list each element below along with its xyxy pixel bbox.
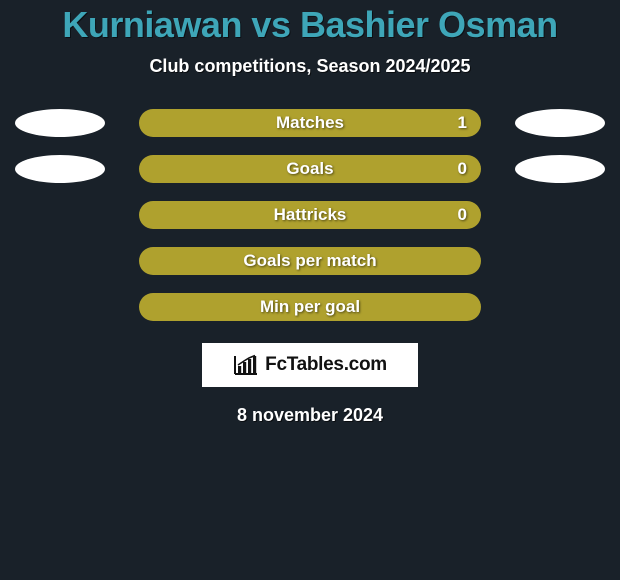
stat-label: Hattricks bbox=[274, 205, 347, 225]
stat-bar: Matches 1 bbox=[139, 109, 481, 137]
stat-label: Goals per match bbox=[243, 251, 376, 271]
chart-icon bbox=[233, 354, 259, 376]
stat-row: Goals 0 bbox=[0, 155, 620, 183]
stat-label: Min per goal bbox=[260, 297, 360, 317]
stat-row: Goals per match bbox=[0, 247, 620, 275]
stat-label: Goals bbox=[286, 159, 333, 179]
ellipse-left bbox=[15, 155, 105, 183]
stat-bar: Goals per match bbox=[139, 247, 481, 275]
ellipse-left bbox=[15, 109, 105, 137]
stat-row: Min per goal bbox=[0, 293, 620, 321]
ellipse-right bbox=[515, 155, 605, 183]
page-title: Kurniawan vs Bashier Osman bbox=[0, 4, 620, 46]
stat-bar: Hattricks 0 bbox=[139, 201, 481, 229]
date-label: 8 november 2024 bbox=[237, 405, 383, 426]
stat-value-right: 0 bbox=[458, 159, 467, 179]
stat-label: Matches bbox=[276, 113, 344, 133]
logo-text: FcTables.com bbox=[265, 354, 387, 376]
stat-bar: Min per goal bbox=[139, 293, 481, 321]
logo-box: FcTables.com bbox=[202, 343, 418, 387]
stat-bar: Goals 0 bbox=[139, 155, 481, 183]
stat-rows: Matches 1 Goals 0 Hattricks 0 Goals per match M… bbox=[0, 109, 620, 321]
stat-value-right: 1 bbox=[458, 113, 467, 133]
stat-row: Matches 1 bbox=[0, 109, 620, 137]
stat-value-right: 0 bbox=[458, 205, 467, 225]
ellipse-right bbox=[515, 109, 605, 137]
stat-row: Hattricks 0 bbox=[0, 201, 620, 229]
subtitle: Club competitions, Season 2024/2025 bbox=[0, 56, 620, 77]
